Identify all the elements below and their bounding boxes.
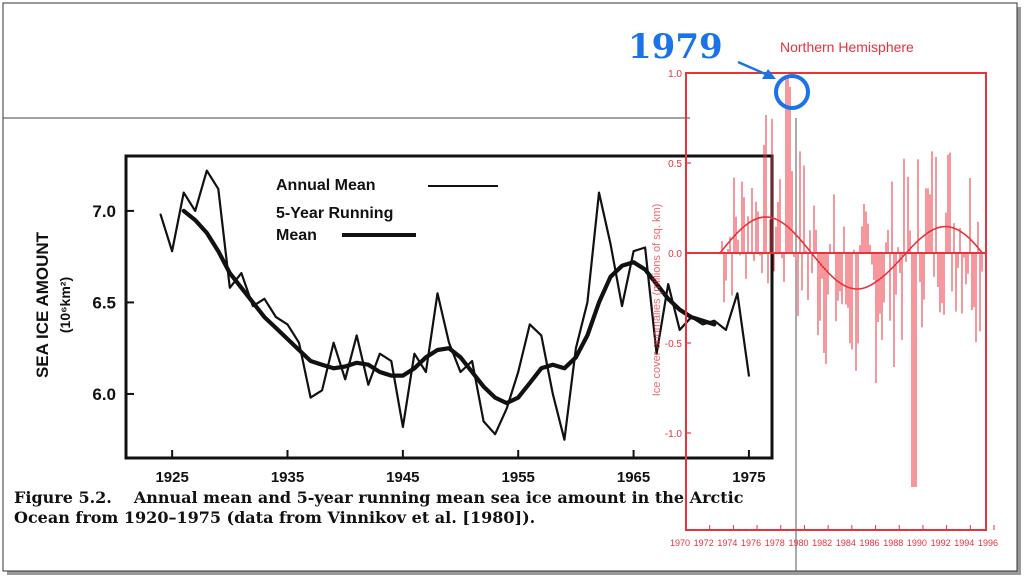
caption-label: Figure 5.2.: [14, 488, 112, 507]
left-xtick-label: 1955: [502, 469, 535, 486]
northern-hemisphere-chart: Northern Hemisphere Ice cover anomalies …: [651, 39, 998, 548]
annotation-arrow: [737, 60, 771, 78]
right-ytick-label: 0.0: [668, 249, 682, 260]
right-xtick-label: 1996: [978, 538, 998, 548]
legend-running-mean-1: 5-Year Running: [276, 205, 393, 222]
sea-ice-chart: 1925 1935 1945 1955 1965 1975 6.0 6.5 7.0 SEA I…: [33, 154, 774, 486]
right-xtick-label: 1970: [670, 538, 690, 548]
right-xtick-label: 1984: [836, 538, 856, 548]
left-xtick-label: 1935: [271, 469, 304, 486]
right-xtick-label: 1988: [883, 538, 903, 548]
legend-running-mean-2: Mean: [276, 227, 317, 244]
right-xtick-label: 1972: [694, 538, 714, 548]
left-xtick-label: 1965: [617, 469, 650, 486]
annual-mean-line: [159, 169, 750, 441]
caption-text: Annual mean and 5-year running mean sea …: [14, 488, 744, 527]
legend-annual-mean: Annual Mean: [276, 177, 376, 194]
left-xtick-label: 1945: [386, 469, 419, 486]
right-title: Northern Hemisphere: [780, 39, 914, 55]
annotation-arrowhead: [762, 69, 776, 79]
right-xtick-label: 1992: [931, 538, 951, 548]
annotation-circle: [774, 74, 810, 110]
right-ytick-label: 1.0: [668, 69, 682, 80]
right-smoothed-line: [719, 216, 983, 290]
right-ytick-label: -1.0: [665, 429, 683, 440]
right-xtick-label: 1986: [860, 538, 880, 548]
left-plot-frame: [124, 154, 774, 460]
figure-caption: Figure 5.2. Annual mean and 5-year runnin…: [14, 488, 774, 528]
right-xtick-label: 1974: [717, 538, 737, 548]
right-ylabel: Ice cover anomalies (millions of sq. km): [651, 204, 663, 397]
running-mean-line: [181, 208, 717, 406]
right-xtick-label: 1976: [741, 538, 761, 548]
right-xtick-label: 1990: [907, 538, 927, 548]
left-ytick-label: 6.0: [92, 385, 116, 404]
right-xtick-label: 1982: [812, 538, 832, 548]
right-ytick-label: -0.5: [665, 339, 683, 350]
annotation-year: 1979: [628, 27, 723, 67]
left-ytick-label: 6.5: [92, 293, 116, 312]
left-xtick-label: 1975: [732, 469, 765, 486]
right-xtick-label: 1994: [954, 538, 974, 548]
left-ylabel: SEA ICE AMOUNT: [33, 231, 52, 378]
right-xtick-label: 1978: [765, 538, 785, 548]
right-xtick-label: 1980: [788, 538, 808, 548]
right-plot-frame: [685, 72, 987, 531]
left-ytick-label: 7.0: [92, 202, 116, 221]
right-ytick-label: 0.5: [668, 159, 682, 170]
left-xtick-label: 1925: [155, 469, 188, 486]
left-yunit: (10⁶km²): [57, 277, 73, 333]
